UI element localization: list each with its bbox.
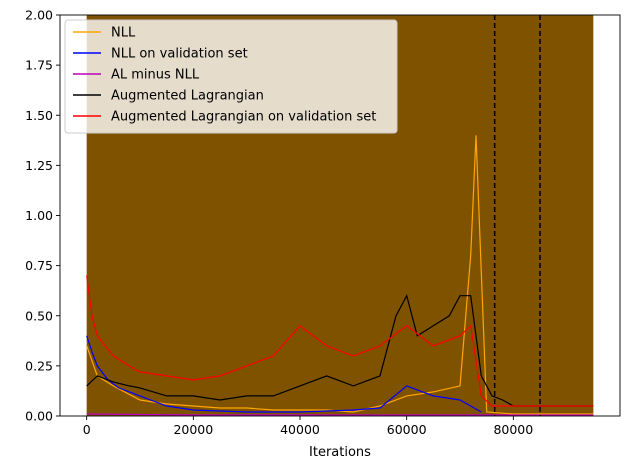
x-tick-label: 60000 [387,422,427,437]
legend-entry: NLL on validation set [111,47,248,62]
legend-box [64,19,398,134]
legend-entry: AL minus NLL [111,68,200,83]
x-tick-label: 80000 [493,422,533,437]
series-line-4 [86,294,594,407]
x-axis-label: Iterations [309,445,371,460]
series-line-3 [86,413,594,416]
y-tick-label: 0.50 [25,308,53,323]
x-tick-label: 40000 [280,422,320,437]
y-tick-label: 1.25 [25,158,53,173]
legend-entry: NLL [111,26,136,41]
y-tick-label: 1.50 [25,108,53,123]
series-line-5 [86,275,594,407]
legend-entry: Augmented Lagrangian on validation set [111,110,376,125]
legend-entry: Augmented Lagrangian [111,89,264,104]
x-tick-label: 0 [83,422,91,437]
x-tick-label: 20000 [173,422,213,437]
y-tick-label: 0.25 [25,358,53,373]
y-tick-label: 1.75 [25,58,53,73]
legend: NLL NLL on validation set AL minus NLL Augm… [64,19,398,134]
y-tick-label: 2.00 [25,8,53,23]
y-tick-label: 0.75 [25,258,53,273]
y-tick-label: 1.00 [25,208,53,223]
axes: 0 20000 40000 60000 80000 0.00 0.25 0.50 0.75 1.0… [25,8,621,437]
y-tick-label: 0.00 [25,409,53,424]
